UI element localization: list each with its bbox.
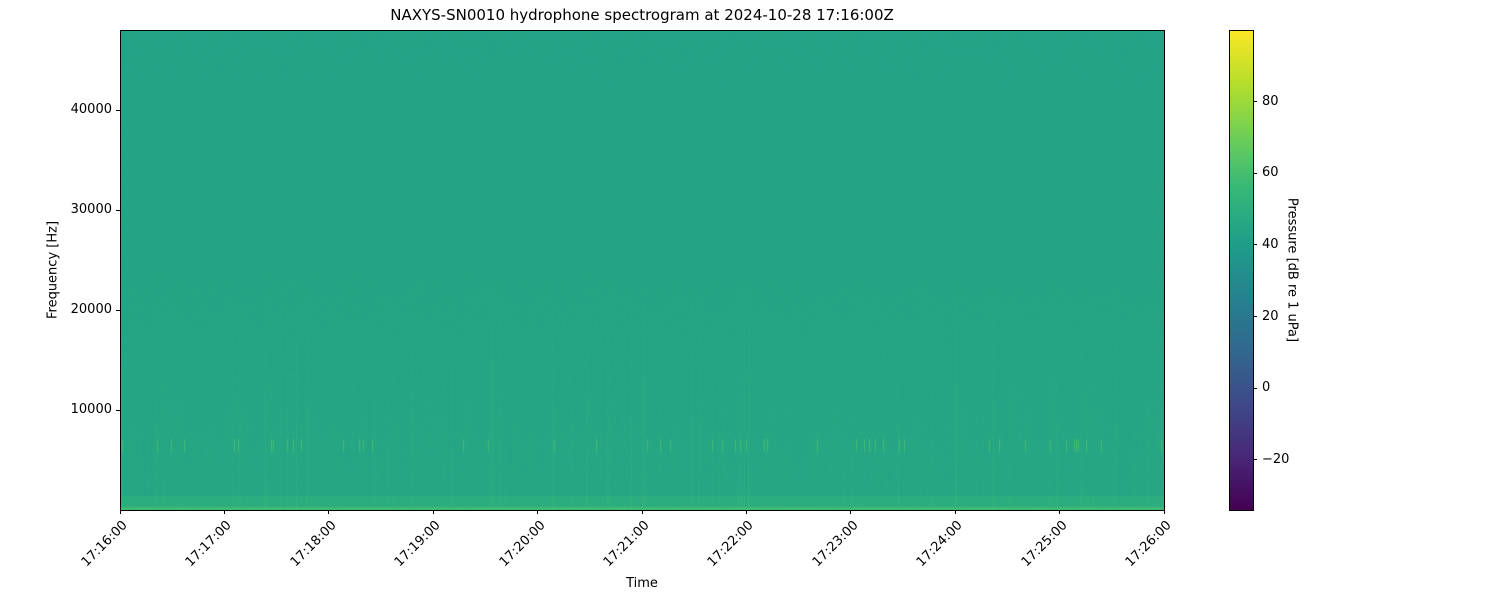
- x-tick-label: 17:16:00: [78, 518, 131, 570]
- colorbar: [1229, 30, 1253, 510]
- x-tick-label: 17:17:00: [183, 518, 235, 570]
- x-tick: [1059, 510, 1061, 514]
- x-tick: [1163, 510, 1165, 514]
- x-tick-label: 17:22:00: [705, 518, 757, 570]
- colorbar-tick-label: −20: [1262, 451, 1290, 467]
- colorbar-frame: [1229, 30, 1254, 511]
- colorbar-label: Pressure [dB re 1 uPa]: [1284, 197, 1300, 343]
- colorbar-tick: [1253, 172, 1257, 174]
- colorbar-tick-label: 60: [1262, 165, 1279, 181]
- x-tick-label: 17:23:00: [809, 518, 862, 570]
- chart-title: NAXYS-SN0010 hydrophone spectrogram at 2…: [390, 6, 894, 24]
- x-tick: [537, 510, 539, 514]
- x-tick: [954, 510, 956, 514]
- colorbar-tick-label: 0: [1262, 380, 1271, 396]
- spectrogram-image: [120, 30, 1164, 510]
- x-tick: [641, 510, 643, 514]
- x-tick: [328, 510, 330, 514]
- x-tick: [223, 510, 225, 514]
- colorbar-tick-label: 40: [1262, 236, 1279, 252]
- x-tick-label: 17:21:00: [600, 518, 653, 570]
- colorbar-tick: [1253, 387, 1257, 389]
- colorbar-tick: [1253, 459, 1257, 461]
- y-tick-label: 10000: [70, 402, 112, 417]
- colorbar-tick: [1253, 101, 1257, 103]
- colorbar-tick: [1253, 244, 1257, 246]
- x-tick-label: 17:18:00: [287, 518, 340, 570]
- x-tick: [432, 510, 434, 514]
- y-tick: [116, 309, 120, 311]
- x-tick-label: 17:19:00: [391, 518, 444, 570]
- x-tick: [850, 510, 852, 514]
- x-axis-label: Time: [626, 576, 658, 591]
- x-tick-label: 17:25:00: [1018, 518, 1071, 570]
- colorbar-tick-label: 80: [1262, 93, 1279, 109]
- plot-area: [120, 30, 1164, 510]
- x-tick: [119, 510, 121, 514]
- y-tick: [116, 109, 120, 111]
- x-tick-label: 17:24:00: [913, 518, 966, 570]
- y-tick-label: 20000: [70, 302, 112, 317]
- colorbar-tick: [1253, 316, 1257, 318]
- y-tick-label: 30000: [70, 202, 112, 217]
- x-tick-label: 17:26:00: [1122, 518, 1175, 570]
- colorbar-tick-label: 20: [1262, 308, 1279, 324]
- y-tick-label: 40000: [70, 102, 112, 117]
- x-tick: [745, 510, 747, 514]
- y-tick: [116, 409, 120, 411]
- y-tick: [116, 209, 120, 211]
- x-tick-label: 17:20:00: [496, 518, 549, 570]
- y-axis-label: Frequency [Hz]: [45, 220, 61, 320]
